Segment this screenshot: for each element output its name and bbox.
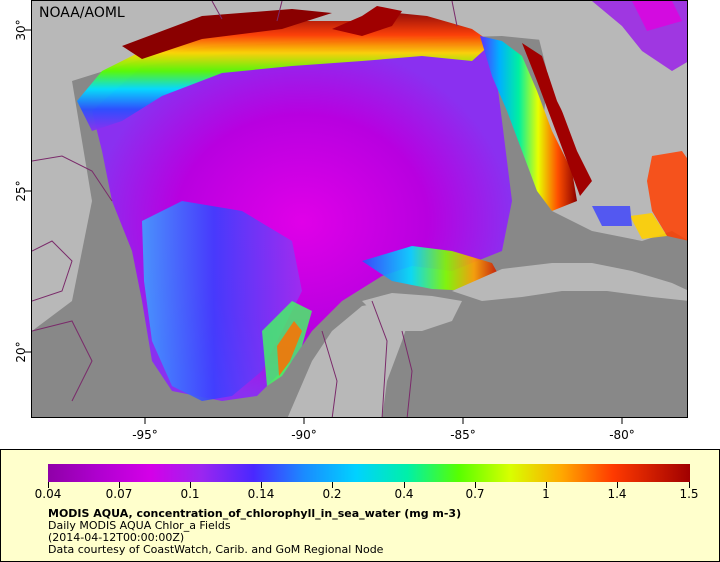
colorbar-label: 0.2 — [322, 487, 342, 501]
colorbar-label: 1.5 — [679, 487, 699, 501]
colorbar-tick — [48, 482, 49, 488]
colorbar-tick — [261, 482, 262, 488]
map-panel[interactable]: NOAA/AOML — [31, 0, 688, 418]
agency-label: NOAA/AOML — [39, 5, 125, 21]
lon-tick-label: -85° — [450, 428, 476, 442]
colorbar-label: 1 — [542, 487, 550, 501]
lon-tick-label: -80° — [609, 428, 635, 442]
colorbar-tick — [404, 482, 405, 488]
lat-tick-label: 20° — [14, 341, 28, 363]
colorbar-tick — [617, 482, 618, 488]
colorbar-tick — [475, 482, 476, 488]
border-lines — [32, 1, 458, 417]
colorbar-label: 0.4 — [394, 487, 414, 501]
data-credit: Data courtesy of CoastWatch, Carib. and … — [48, 543, 384, 556]
chlorophyll-map — [32, 1, 687, 417]
colorbar-tick — [689, 482, 690, 488]
lon-tick-label: -95° — [132, 428, 158, 442]
colorbar-label: 0.1 — [180, 487, 200, 501]
colorbar-tick — [190, 482, 191, 488]
colorbar-label: 0.7 — [465, 487, 485, 501]
lon-tick-label: -90° — [291, 428, 317, 442]
colorbar-tick — [119, 482, 120, 488]
colorbar-tick — [546, 482, 547, 488]
colorbar-label: 1.4 — [607, 487, 627, 501]
colorbar-tick — [332, 482, 333, 488]
colorbar — [48, 464, 690, 482]
colorbar-label: 0.14 — [247, 487, 275, 501]
lat-tick-label: 25° — [14, 180, 28, 202]
legend-title: MODIS AQUA, concentration_of_chlorophyll… — [48, 507, 462, 520]
lat-tick-label: 30° — [14, 19, 28, 41]
colorbar-label: 0.04 — [34, 487, 62, 501]
legend-panel: 0.04 0.07 0.1 0.14 0.2 0.4 0.7 1 1.4 1.5… — [0, 449, 720, 562]
colorbar-label: 0.07 — [105, 487, 133, 501]
dataset-date: (2014-04-12T00:00:00Z) — [48, 531, 185, 544]
dataset-name: Daily MODIS AQUA Chlor_a Fields — [48, 519, 231, 532]
